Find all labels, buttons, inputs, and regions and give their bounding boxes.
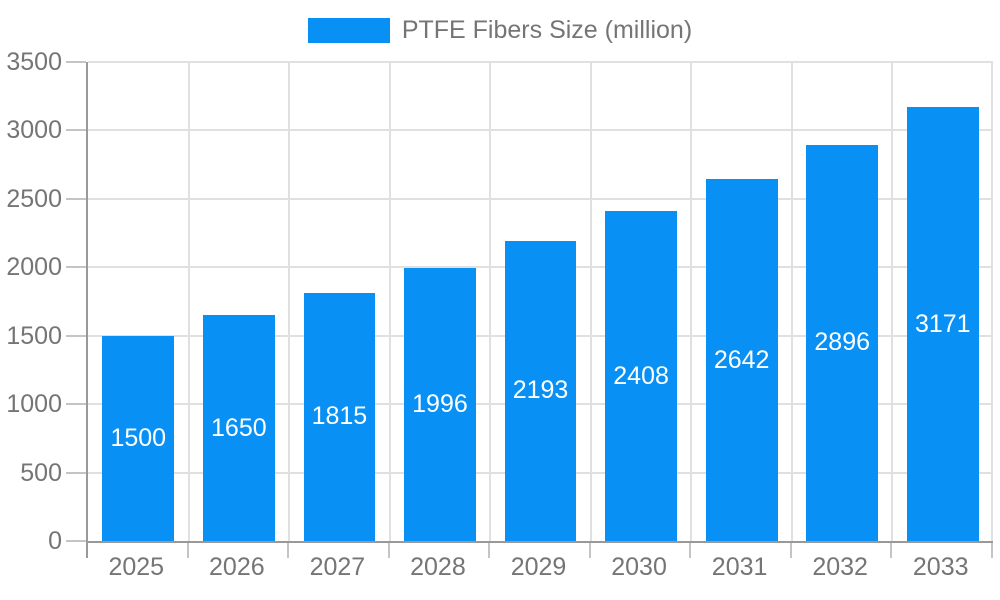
bar-slot: 1815 <box>289 62 390 541</box>
x-axis-tick <box>388 543 390 558</box>
y-tick-label: 2500 <box>6 184 62 213</box>
bar-slot: 2408 <box>591 62 692 541</box>
y-axis-tick <box>66 197 86 200</box>
x-gridline <box>288 62 290 541</box>
bar-value-label: 1650 <box>211 413 267 442</box>
bar-2029[interactable]: 2193 <box>504 240 577 541</box>
bar-slot: 1996 <box>390 62 491 541</box>
x-axis-tick <box>689 543 691 558</box>
x-tick-label: 2030 <box>611 553 667 581</box>
y-axis-tick <box>66 61 86 63</box>
x-tick-label: 2028 <box>410 553 466 581</box>
bar-2027[interactable]: 1815 <box>303 292 376 541</box>
bar-2032[interactable]: 2896 <box>806 144 879 541</box>
bar-2030[interactable]: 2408 <box>605 211 677 541</box>
bar-slot: 3171 <box>893 62 994 541</box>
x-gridline <box>188 62 190 541</box>
bar-slot: 2642 <box>691 62 792 541</box>
y-tick-label: 2000 <box>6 253 62 282</box>
x-gridline <box>690 62 692 541</box>
bars-layer: 1500 1650 1815 1996 2193 2408 2642 2896 3171 <box>88 62 993 541</box>
x-gridline <box>891 62 893 541</box>
x-gridline <box>991 62 993 541</box>
bar-2031[interactable]: 2642 <box>705 179 778 541</box>
bar-value-label: 3171 <box>914 309 971 338</box>
x-axis-tick <box>790 543 792 558</box>
y-tick-label: 1000 <box>6 390 62 419</box>
x-gridline <box>791 62 793 541</box>
x-axis-tick <box>991 543 993 558</box>
y-axis-tick <box>66 266 86 269</box>
bar-2028[interactable]: 1996 <box>404 267 476 541</box>
x-tick-label: 2033 <box>912 553 969 581</box>
y-gridline <box>88 197 993 200</box>
x-tick-label: 2027 <box>309 553 366 581</box>
bar-value-label: 2408 <box>613 361 669 390</box>
x-gridline <box>489 62 491 541</box>
bar-value-label: 2193 <box>512 376 569 405</box>
x-axis-tick <box>187 543 189 558</box>
bar-value-label: 1815 <box>311 402 368 431</box>
bar-value-label: 2642 <box>713 345 770 374</box>
y-axis-tick <box>66 403 86 406</box>
y-axis-tick <box>66 540 86 542</box>
y-tick-label: 1500 <box>6 321 62 350</box>
bar-value-label: 1996 <box>412 389 468 418</box>
x-axis-tick <box>890 543 892 558</box>
x-tick-label: 2026 <box>209 553 265 581</box>
legend-swatch-icon <box>307 17 390 43</box>
bar-2026[interactable]: 1650 <box>202 315 275 541</box>
chart-legend[interactable]: PTFE Fibers Size (million) <box>0 14 1000 46</box>
bar-2033[interactable]: 3171 <box>906 107 979 541</box>
x-tick-label: 2025 <box>108 553 165 581</box>
x-axis-tick <box>287 543 289 558</box>
x-tick-label: 2031 <box>711 553 768 581</box>
bar-value-label: 1500 <box>110 423 167 452</box>
y-axis-tick <box>66 471 86 474</box>
x-gridline <box>389 62 391 541</box>
y-axis-tick <box>66 334 86 337</box>
bar-slot: 2896 <box>792 62 893 541</box>
x-axis-tick axis-end <box>86 543 88 558</box>
x-tick-label: 2032 <box>812 553 868 581</box>
y-tick-label: 500 <box>20 458 62 487</box>
bar-value-label: 2896 <box>814 328 871 357</box>
plot-area: 1500 1650 1815 1996 2193 2408 2642 2896 3171 <box>86 61 993 543</box>
y-tick-label: 0 <box>48 527 62 555</box>
x-axis-tick <box>589 543 591 558</box>
bar-slot: 1500 <box>88 62 189 541</box>
x-tick-label: 2029 <box>510 553 567 581</box>
x-gridline <box>590 62 592 541</box>
x-axis-tick <box>488 543 490 558</box>
y-tick-label: 3000 <box>6 116 62 145</box>
y-gridline <box>88 129 993 132</box>
bar-2025[interactable]: 1500 <box>102 335 175 541</box>
bar-slot: 2193 <box>490 62 591 541</box>
y-tick-label: 3500 <box>6 48 62 76</box>
bar-slot: 1650 <box>189 62 290 541</box>
y-gridline <box>88 61 993 63</box>
legend-label: PTFE Fibers Size (million) <box>401 15 693 44</box>
y-axis-tick <box>66 129 86 132</box>
